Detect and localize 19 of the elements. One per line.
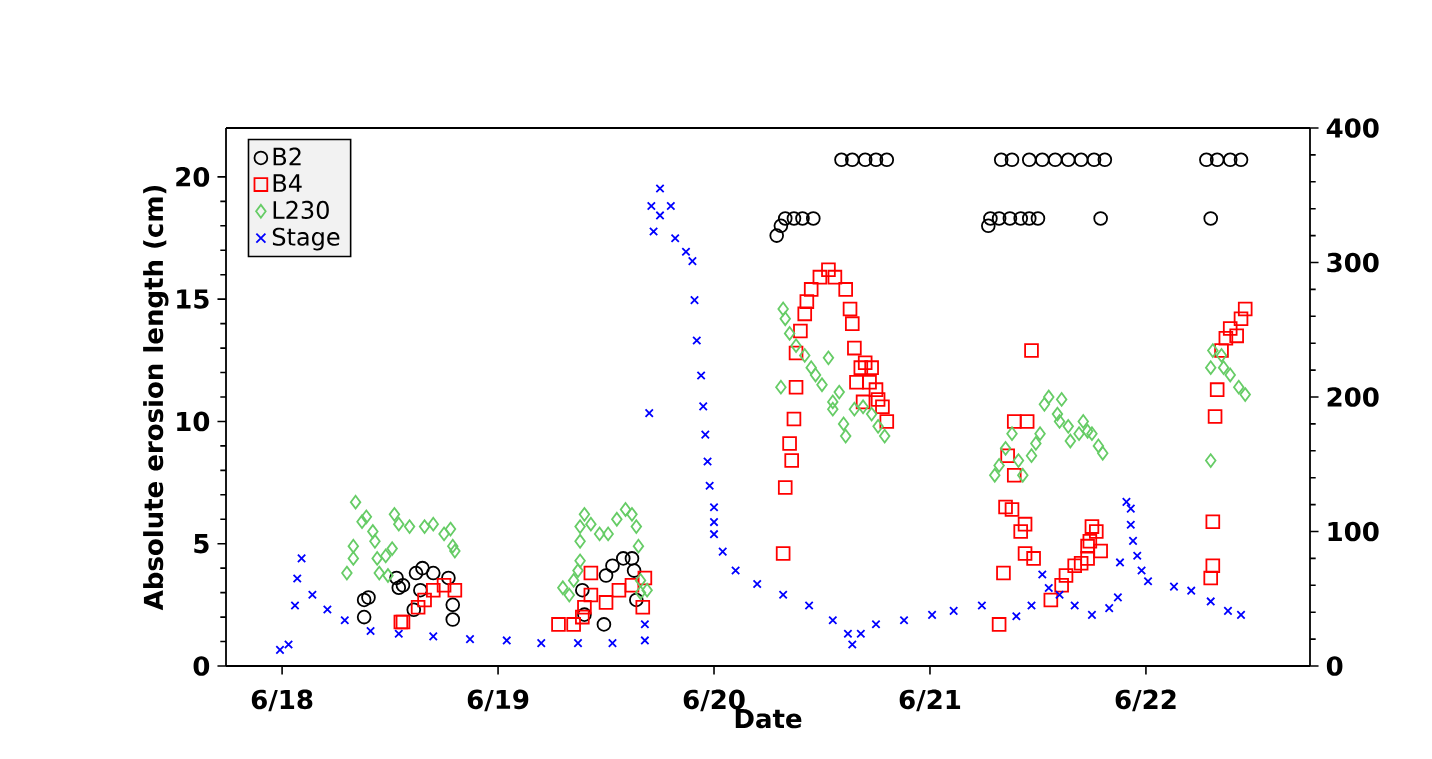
- x-tick-label: 6/22: [1115, 689, 1176, 712]
- y-tick-label: 20: [176, 167, 210, 187]
- y2-tick-label: 100: [1328, 521, 1379, 542]
- y2-tick-label: 400: [1326, 118, 1379, 138]
- x-tick-label: 6/19: [467, 689, 529, 712]
- legend-label: Stage: [272, 227, 340, 251]
- legend-label: L230: [273, 200, 329, 220]
- x-tick-label: 6/18: [251, 689, 313, 712]
- y-tick-label: 15: [177, 289, 209, 309]
- y-tick-label: 0: [193, 656, 210, 676]
- legend-label: B2: [273, 147, 301, 166]
- y-tick-label: 5: [194, 534, 209, 554]
- y2-tick-label: 0: [1326, 656, 1343, 676]
- x-tick-label: 6/21: [899, 689, 961, 712]
- y2-tick-label: 200: [1327, 387, 1379, 407]
- legend-label: B4: [273, 174, 302, 192]
- y-tick-label: 10: [177, 411, 210, 432]
- y2-tick-label: 300: [1327, 252, 1379, 273]
- y-axis-title: Absolute erosion length (cm): [143, 185, 169, 611]
